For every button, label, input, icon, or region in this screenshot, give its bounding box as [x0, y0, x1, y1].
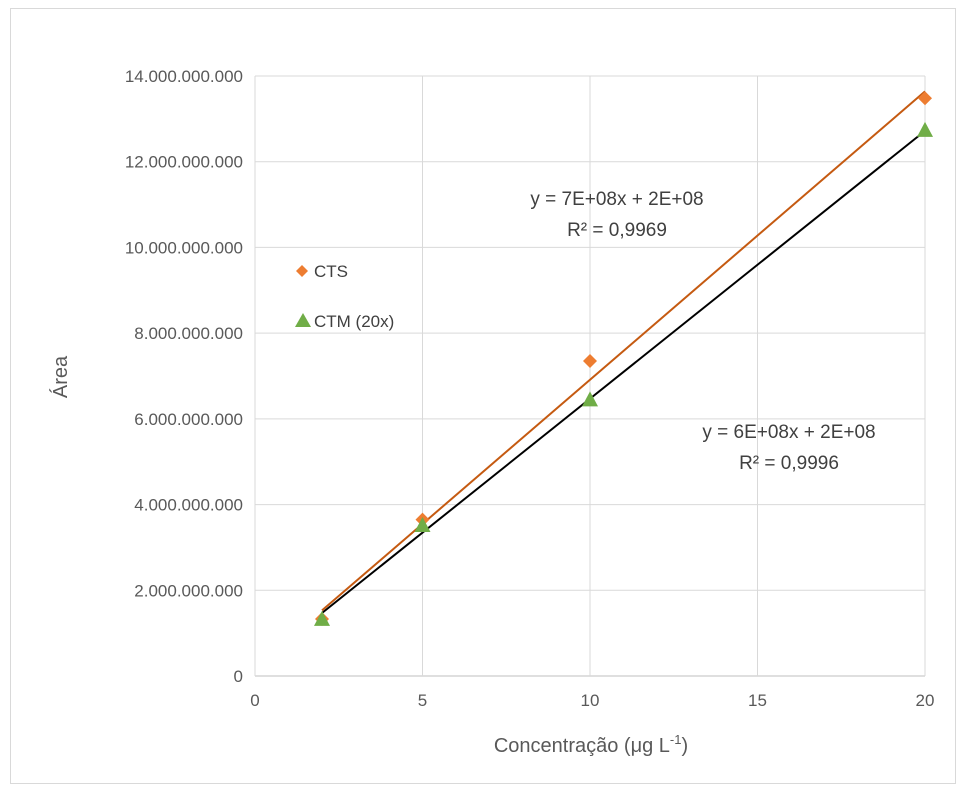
data-point-cts [583, 354, 597, 368]
y-tick-label: 0 [234, 667, 243, 686]
grid [254, 75, 926, 677]
legend-marker-cts [296, 265, 308, 277]
data-point-ctm [314, 610, 330, 626]
data-point-cts [918, 91, 932, 106]
legend-marker-ctm [295, 313, 311, 327]
y-tick-label: 14.000.000.000 [125, 67, 243, 86]
trendline-label-ctm: y = 6E+08x + 2E+08 R² = 0,9996 [702, 422, 875, 474]
legend-label-ctm: CTM (20x) [314, 312, 394, 331]
y-tick-label: 12.000.000.000 [125, 153, 243, 172]
x-tick-label: 0 [250, 691, 259, 710]
tick-labels: 0 2.000.000.000 4.000.000.000 6.000.000.000… [125, 67, 935, 710]
x-axis-title-suffix: ) [681, 735, 688, 757]
x-axis-title-superscript: -1 [670, 732, 682, 747]
x-tick-label: 5 [418, 691, 427, 710]
trendline-ctm [321, 130, 926, 614]
y-tick-label: 6.000.000.000 [134, 410, 243, 429]
y-tick-label: 10.000.000.000 [125, 238, 243, 257]
chart-frame [10, 8, 956, 784]
y-tick-label: 8.000.000.000 [134, 324, 243, 343]
x-axis-title: Concentração (μg L-1) [494, 732, 688, 757]
data-point-ctm [917, 121, 933, 137]
x-axis-title-main: Concentração (μg L [494, 735, 670, 757]
trendlines [321, 90, 926, 614]
y-tick-label: 4.000.000.000 [134, 496, 243, 515]
y-axis-title: Área [49, 355, 72, 398]
data-point-ctm [414, 517, 431, 532]
legend: CTS CTM (20x) [295, 262, 394, 331]
x-tick-label: 10 [581, 691, 600, 710]
x-tick-label: 20 [916, 691, 935, 710]
trendline-cts [321, 90, 926, 612]
data-points [314, 91, 933, 626]
r-squared-ctm: R² = 0,9996 [739, 453, 839, 474]
trendline-label-cts: y = 7E+08x + 2E+08 R² = 0,9969 [530, 189, 703, 241]
x-tick-label: 15 [748, 691, 767, 710]
data-point-ctm [582, 391, 598, 407]
legend-label-cts: CTS [314, 262, 348, 281]
equation-cts: y = 7E+08x + 2E+08 [530, 189, 703, 210]
y-tick-label: 2.000.000.000 [134, 581, 243, 600]
equation-ctm: y = 6E+08x + 2E+08 [702, 422, 875, 443]
r-squared-cts: R² = 0,9969 [567, 220, 667, 241]
